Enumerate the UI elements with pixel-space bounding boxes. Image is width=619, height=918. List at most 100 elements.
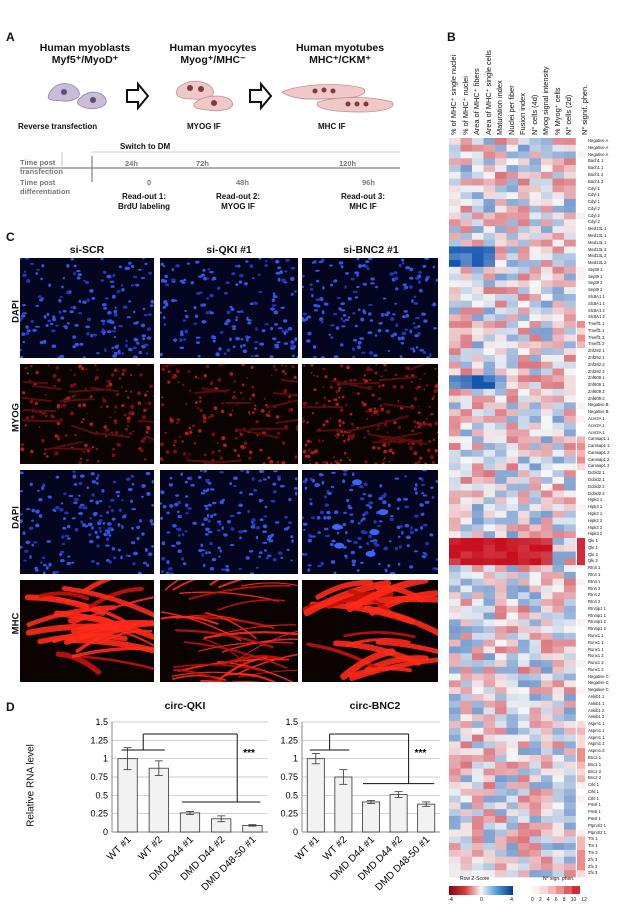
sign-phen-cell bbox=[577, 266, 585, 274]
heatmap-cell bbox=[552, 158, 565, 166]
heatmap-cell bbox=[552, 660, 565, 668]
heatmap-cell bbox=[472, 605, 484, 613]
heatmap-cell bbox=[472, 151, 484, 159]
heatmap-cell bbox=[449, 443, 461, 451]
heatmap-row-label: Negative C bbox=[588, 680, 609, 686]
heatmap-cell bbox=[449, 307, 461, 315]
heatmap-cell bbox=[495, 761, 507, 769]
heatmap-cell bbox=[506, 260, 519, 268]
heatmap-cell bbox=[564, 619, 576, 627]
heatmap-cell bbox=[483, 212, 496, 220]
heatmap-cell bbox=[529, 300, 542, 308]
heatmap-cell bbox=[541, 721, 553, 729]
bar bbox=[179, 812, 201, 833]
heatmap-cell bbox=[483, 510, 496, 518]
heatmap-cell bbox=[541, 477, 553, 485]
sign-phen-cell bbox=[577, 260, 585, 268]
heatmap-cell bbox=[529, 816, 542, 824]
heatmap-cell bbox=[506, 626, 519, 634]
heatmap-row-label: Negative A bbox=[588, 151, 609, 157]
heatmap-cell bbox=[541, 280, 553, 288]
sign-phen-cell bbox=[577, 138, 585, 146]
heatmap-cell bbox=[449, 321, 461, 329]
heatmap-row-label: Camsap1 1 bbox=[588, 436, 610, 442]
heatmap-cell bbox=[495, 185, 507, 193]
heatmap-cell bbox=[552, 219, 565, 227]
heatmap-cell bbox=[552, 788, 565, 796]
heatmap-cell bbox=[529, 761, 542, 769]
heatmap-cell bbox=[518, 436, 530, 444]
heatmap-cell bbox=[541, 375, 553, 383]
heatmap-cell bbox=[460, 382, 473, 390]
heatmap-cell bbox=[518, 565, 530, 573]
heatmap-cell bbox=[483, 754, 496, 763]
heatmap-cell bbox=[483, 565, 496, 573]
heatmap-cell bbox=[518, 185, 530, 193]
condition-si-bnc2: si-BNC2 #1 bbox=[343, 244, 399, 256]
heatmap-cell bbox=[483, 443, 496, 451]
heatmap-cell bbox=[460, 605, 473, 613]
heatmap-cell bbox=[518, 653, 530, 661]
heatmap-cell bbox=[495, 395, 507, 403]
heatmap-cell bbox=[541, 232, 553, 240]
chart-title-circ-bnc2: circ-BNC2 bbox=[349, 700, 401, 712]
heatmap-cell bbox=[564, 538, 576, 546]
heatmap-cell bbox=[495, 361, 507, 369]
heatmap-cell bbox=[483, 843, 496, 851]
heatmap-cell bbox=[483, 504, 496, 512]
sign-phen-cell bbox=[577, 483, 585, 491]
sign-phen-cell bbox=[577, 782, 585, 790]
heatmap-row-label: Camsap1 1 bbox=[588, 443, 610, 449]
heatmap-cell bbox=[541, 816, 553, 824]
heatmap-cell bbox=[552, 538, 565, 546]
heatmap-cell bbox=[518, 300, 530, 308]
heatmap-cell bbox=[564, 782, 576, 790]
heatmap-cell bbox=[449, 260, 461, 268]
heatmap-cell bbox=[541, 341, 553, 349]
sign-phen-cell bbox=[577, 510, 585, 518]
heatmap-cell bbox=[495, 829, 507, 837]
heatmap-row-label: Dcbld2 1 bbox=[588, 477, 605, 482]
sign-phen-cell bbox=[577, 341, 585, 349]
bar bbox=[148, 767, 169, 833]
heatmap-row-label: Rtn4ip1 1 bbox=[588, 605, 606, 611]
heatmap-cell bbox=[495, 436, 507, 444]
bar bbox=[417, 803, 436, 833]
heatmap-cell bbox=[529, 660, 542, 668]
heatmap-cell bbox=[552, 680, 565, 688]
heatmap-cell bbox=[449, 354, 461, 363]
heatmap-cell bbox=[460, 768, 473, 776]
y-tick-label: 1.5 bbox=[285, 717, 298, 727]
heatmap-cell bbox=[506, 544, 519, 552]
heatmap-cell bbox=[483, 415, 496, 424]
cell-illustrations bbox=[47, 80, 394, 113]
heatmap-cell bbox=[460, 246, 473, 254]
heatmap-cell bbox=[506, 443, 519, 451]
heatmap-row-label: Znf292 2 bbox=[588, 361, 605, 367]
heatmap-cell bbox=[460, 632, 473, 641]
heatmap-cell bbox=[529, 422, 542, 430]
heatmap-cell bbox=[495, 585, 507, 593]
heatmap-cell bbox=[541, 327, 553, 335]
heatmap-cell bbox=[564, 443, 576, 451]
heatmap-cell bbox=[495, 429, 507, 437]
heatmap-cell bbox=[460, 388, 473, 396]
heatmap-cell bbox=[564, 693, 576, 702]
heatmap-cell bbox=[552, 212, 565, 220]
heatmap-cell bbox=[460, 463, 473, 471]
heatmap-cell bbox=[460, 144, 473, 152]
heatmap-column-label: Myog signal intensity bbox=[541, 66, 550, 135]
heatmap-cell bbox=[472, 232, 484, 240]
heatmap-cell bbox=[506, 293, 519, 302]
heatmap-cell bbox=[541, 212, 553, 220]
bar bbox=[334, 776, 353, 833]
heatmap-cell bbox=[483, 653, 496, 661]
sign-phen-cell bbox=[577, 599, 585, 607]
heatmap-cell bbox=[495, 232, 507, 240]
heatmap-cell bbox=[529, 863, 542, 871]
x-tick-label: WT #1 bbox=[105, 834, 134, 863]
heatmap-cell bbox=[449, 578, 461, 586]
heatmap-cell bbox=[449, 361, 461, 369]
heatmap-cell bbox=[449, 348, 461, 356]
heatmap-cell bbox=[541, 599, 553, 607]
